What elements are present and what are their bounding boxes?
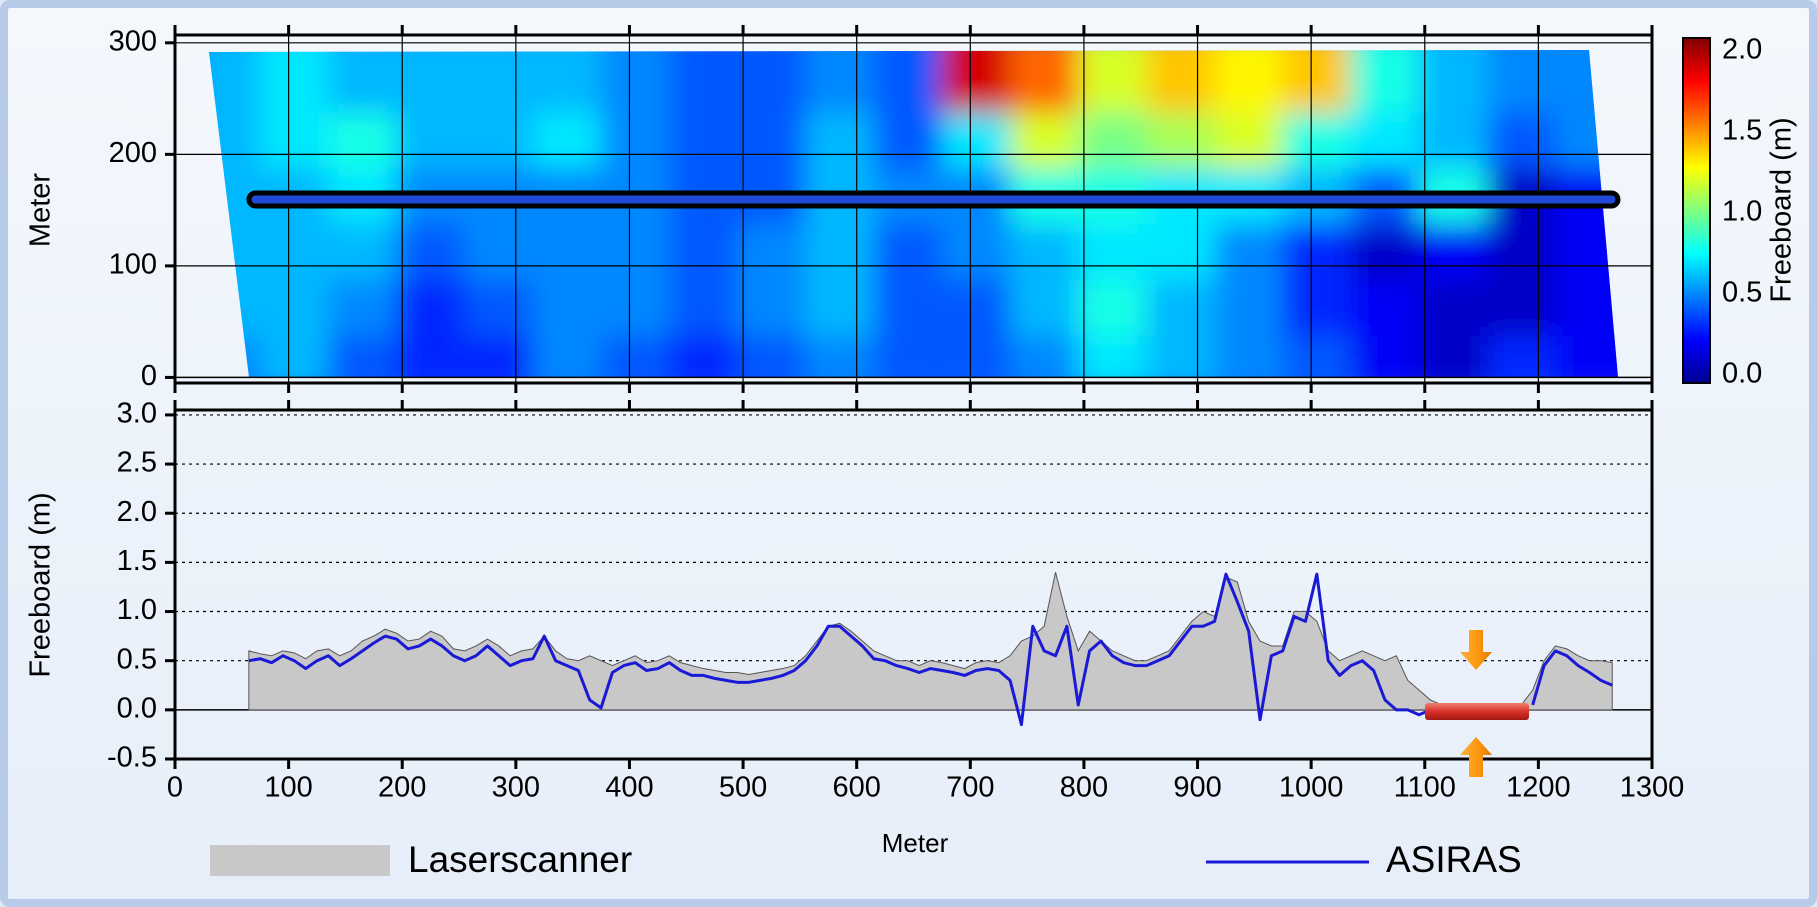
y-tick-label: 300 <box>109 25 157 57</box>
colorbar <box>1682 37 1711 384</box>
gap-marker <box>1425 703 1529 720</box>
plot-frame <box>173 33 1654 385</box>
plot-frame <box>173 408 1654 761</box>
y-tick-label: 1.0 <box>117 594 157 626</box>
y-tick-label: 2.5 <box>117 447 157 479</box>
x-tick-label: 400 <box>605 772 653 804</box>
colorbar-tick-label: 2.0 <box>1722 34 1762 66</box>
map-cells <box>209 50 1618 377</box>
arrow-down <box>1460 630 1492 670</box>
line <box>248 572 1613 727</box>
y-tick-label: 1.5 <box>117 545 157 577</box>
x-tick-label: 1300 <box>1620 772 1685 804</box>
y-tick-label: 0.0 <box>117 693 157 725</box>
colorbar-tick-label: 0.0 <box>1722 358 1762 390</box>
colorbar-label: Freeboard (m) <box>1766 117 1798 302</box>
x-tick-label: 1200 <box>1506 772 1571 804</box>
y-tick-label: -0.5 <box>107 742 157 774</box>
y-axis-label: Meter <box>25 173 57 247</box>
colorbar-tick-label: 1.5 <box>1722 115 1762 147</box>
legend-label: Laserscanner <box>408 839 632 880</box>
colorbar-tick-label: 1.0 <box>1722 196 1762 228</box>
y-axis-label: Freeboard (m) <box>25 492 57 677</box>
track <box>246 190 1621 209</box>
x-tick-label: 300 <box>492 772 540 804</box>
x-tick-label: 700 <box>946 772 994 804</box>
x-tick-label: 1000 <box>1279 772 1344 804</box>
x-axis-label: Meter <box>882 828 949 858</box>
legend-swatch <box>210 845 390 876</box>
area <box>248 572 1613 711</box>
x-tick-label: 800 <box>1060 772 1108 804</box>
x-tick-label: 500 <box>719 772 767 804</box>
y-tick-label: 100 <box>109 249 157 281</box>
arrow-up <box>1460 737 1492 777</box>
y-tick-label: 3.0 <box>117 398 157 430</box>
y-tick-label: 0 <box>141 360 157 392</box>
x-tick-label: 600 <box>832 772 880 804</box>
y-tick-label: 0.5 <box>117 643 157 675</box>
colorbar-tick-label: 0.5 <box>1722 277 1762 309</box>
x-tick-label: 1100 <box>1394 772 1456 804</box>
y-tick-label: 2.0 <box>117 496 157 528</box>
map-layer <box>209 50 1618 377</box>
x-tick-label: 0 <box>167 772 183 804</box>
plot-layer: 0 100 200 300 0.0 0.5 1.0 1.5 2.0 -0.5 0.0 0.5 1.0 1.… <box>107 25 1762 804</box>
x-tick-label: 900 <box>1173 772 1221 804</box>
x-tick-label: 200 <box>378 772 426 804</box>
y-tick-label: 200 <box>109 137 157 169</box>
legend-label: ASIRAS <box>1386 839 1522 880</box>
x-tick-label: 100 <box>264 772 312 804</box>
